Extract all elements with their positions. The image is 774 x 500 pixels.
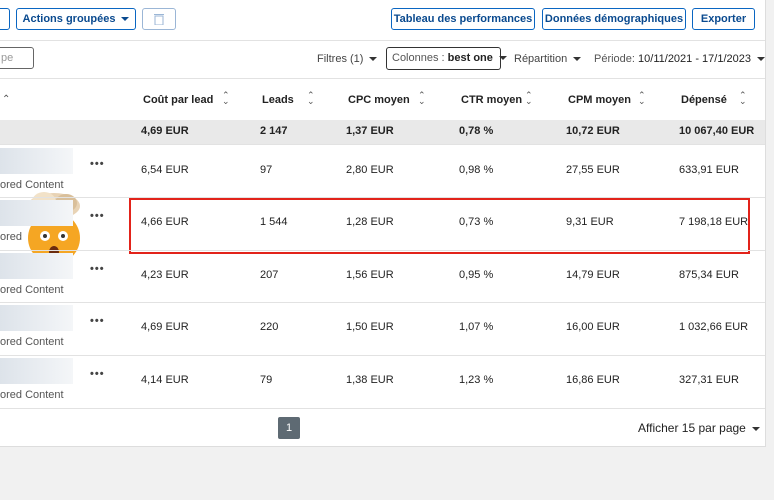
breakdown-dropdown[interactable]: Répartition xyxy=(514,53,582,65)
row-menu[interactable]: ••• xyxy=(90,368,105,380)
campaign-subtitle: ored Content xyxy=(0,179,64,191)
campaign-subtitle: ored Content xyxy=(0,336,64,348)
campaign-subtitle: ored Content xyxy=(0,284,64,296)
row-menu[interactable]: ••• xyxy=(90,158,105,170)
column-header[interactable]: Leads xyxy=(262,94,294,106)
cell: 1,56 EUR xyxy=(346,269,394,281)
cell: 327,31 EUR xyxy=(679,374,739,386)
sort-icon[interactable]: ⌃ ⌄ xyxy=(525,90,533,106)
cell: 16,86 EUR xyxy=(566,374,620,386)
cell: 97 xyxy=(260,164,273,176)
cell: 9,31 EUR xyxy=(566,216,614,228)
per-page-dropdown[interactable]: Afficher 15 par page xyxy=(638,421,760,435)
row-menu[interactable]: ••• xyxy=(90,315,105,327)
total-cell: 2 147 xyxy=(260,125,288,137)
partial-button[interactable] xyxy=(0,8,10,30)
cell: 0,95 % xyxy=(459,269,494,281)
campaign-name-placeholder xyxy=(0,200,73,226)
column-header[interactable]: CPM moyen xyxy=(568,94,631,106)
cell: 220 xyxy=(260,321,279,333)
cell: 1,28 EUR xyxy=(346,216,394,228)
campaign-name-placeholder xyxy=(0,253,73,279)
campaign-subtitle: ored Content xyxy=(0,389,64,401)
divider xyxy=(0,78,765,79)
cell: 875,34 EUR xyxy=(679,269,739,281)
campaign-name-placeholder xyxy=(0,358,73,384)
export-button[interactable]: Exporter xyxy=(692,8,755,30)
column-header[interactable]: Dépensé xyxy=(681,94,727,106)
cell: 79 xyxy=(260,374,273,386)
cell: 1,07 % xyxy=(459,321,494,333)
cell: 7 198,18 EUR xyxy=(679,216,749,228)
cell: 633,91 EUR xyxy=(679,164,739,176)
search-input[interactable]: pe xyxy=(0,47,34,69)
row-divider xyxy=(0,197,765,198)
row-divider xyxy=(0,250,765,251)
page-button[interactable]: 1 xyxy=(278,417,300,439)
performance-button[interactable]: Tableau des performances xyxy=(391,8,535,30)
trash-icon xyxy=(154,14,164,25)
columns-value: best one xyxy=(447,52,493,64)
search-placeholder: pe xyxy=(1,52,14,64)
cell: 1,38 EUR xyxy=(346,374,394,386)
total-cell: 0,78 % xyxy=(459,125,494,137)
period-label: Période: xyxy=(594,53,635,65)
cell: 1,50 EUR xyxy=(346,321,394,333)
total-row-bg xyxy=(0,120,765,144)
campaign-panel xyxy=(0,0,766,447)
column-header[interactable]: CTR moyen xyxy=(461,94,523,106)
cell: 27,55 EUR xyxy=(566,164,620,176)
cell: 1 032,66 EUR xyxy=(679,321,749,333)
cell: 0,98 % xyxy=(459,164,494,176)
cell: 4,66 EUR xyxy=(141,216,189,228)
column-header[interactable]: Coût par lead xyxy=(143,94,214,106)
row-divider xyxy=(0,355,765,356)
row-menu[interactable]: ••• xyxy=(90,210,105,222)
campaign-subtitle: ored xyxy=(0,231,23,243)
row-divider xyxy=(0,408,765,409)
row-menu[interactable]: ••• xyxy=(90,263,105,275)
cell: 4,23 EUR xyxy=(141,269,189,281)
campaign-name-placeholder xyxy=(0,305,73,331)
bulk-actions-label: Actions groupées xyxy=(22,13,116,25)
sort-icon[interactable]: ⌃ ⌄ xyxy=(739,90,747,106)
period-dropdown[interactable]: Période: 10/11/2021 - 17/1/2023 xyxy=(594,53,765,65)
cell: 16,00 EUR xyxy=(566,321,620,333)
sort-icon[interactable]: ⌃ ⌄ xyxy=(638,90,646,106)
cell: 14,79 EUR xyxy=(566,269,620,281)
total-cell: 1,37 EUR xyxy=(346,125,394,137)
columns-dropdown[interactable]: Colonnes : best one xyxy=(386,47,507,70)
row-divider xyxy=(0,144,765,145)
total-cell: 10,72 EUR xyxy=(566,125,620,137)
cell: 4,14 EUR xyxy=(141,374,189,386)
cell: 4,69 EUR xyxy=(141,321,189,333)
sort-icon[interactable]: ⌃ ⌄ xyxy=(418,90,426,106)
sort-icon[interactable]: ⌃ xyxy=(2,94,11,105)
cell: 0,73 % xyxy=(459,216,494,228)
sort-icon[interactable]: ⌃ ⌄ xyxy=(307,90,315,106)
per-page-label: Afficher 15 par page xyxy=(638,421,746,435)
cell: 2,80 EUR xyxy=(346,164,394,176)
column-header[interactable]: CPC moyen xyxy=(348,94,410,106)
filters-dropdown[interactable]: Filtres (1) xyxy=(317,53,378,65)
breakdown-label: Répartition xyxy=(514,53,568,65)
total-cell: 10 067,40 EUR xyxy=(679,125,755,137)
columns-label: Colonnes : xyxy=(392,52,445,64)
row-divider xyxy=(0,302,765,303)
cell: 1,23 % xyxy=(459,374,494,386)
demographics-button[interactable]: Données démographiques xyxy=(542,8,686,30)
delete-button[interactable] xyxy=(142,8,176,30)
cell: 1 544 xyxy=(260,216,288,228)
divider xyxy=(0,40,765,41)
period-value: 10/11/2021 - 17/1/2023 xyxy=(638,53,751,65)
sort-icon[interactable]: ⌃ ⌄ xyxy=(222,90,230,106)
bulk-actions-button[interactable]: Actions groupées xyxy=(16,8,136,30)
campaign-name-placeholder xyxy=(0,148,73,174)
total-cell: 4,69 EUR xyxy=(141,125,189,137)
filters-label: Filtres (1) xyxy=(317,53,364,65)
highlight-box xyxy=(129,198,750,254)
cell: 207 xyxy=(260,269,279,281)
cell: 6,54 EUR xyxy=(141,164,189,176)
